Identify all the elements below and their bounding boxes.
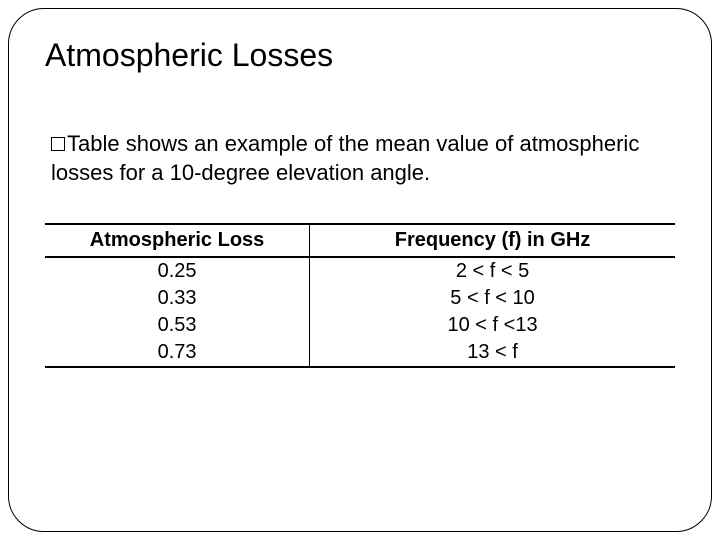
table-row: 0.33 5 < f < 10	[45, 285, 675, 312]
slide-frame: Atmospheric Losses Table shows an exampl…	[8, 8, 712, 532]
col-header-loss: Atmospheric Loss	[45, 224, 310, 257]
cell-freq: 2 < f < 5	[310, 257, 675, 285]
cell-loss: 0.33	[45, 285, 310, 312]
cell-loss: 0.53	[45, 312, 310, 339]
atmospheric-loss-table: Atmospheric Loss Frequency (f) in GHz 0.…	[45, 223, 675, 368]
body-paragraph: Table shows an example of the mean value…	[45, 130, 675, 187]
table-row: 0.25 2 < f < 5	[45, 257, 675, 285]
cell-loss: 0.25	[45, 257, 310, 285]
col-header-frequency: Frequency (f) in GHz	[310, 224, 675, 257]
cell-freq: 5 < f < 10	[310, 285, 675, 312]
slide-title: Atmospheric Losses	[45, 37, 675, 74]
table-header-row: Atmospheric Loss Frequency (f) in GHz	[45, 224, 675, 257]
table-row: 0.73 13 < f	[45, 339, 675, 367]
bullet-square-icon	[51, 137, 65, 151]
cell-loss: 0.73	[45, 339, 310, 367]
table-row: 0.53 10 < f <13	[45, 312, 675, 339]
cell-freq: 13 < f	[310, 339, 675, 367]
body-text: Table shows an example of the mean value…	[51, 131, 639, 185]
cell-freq: 10 < f <13	[310, 312, 675, 339]
